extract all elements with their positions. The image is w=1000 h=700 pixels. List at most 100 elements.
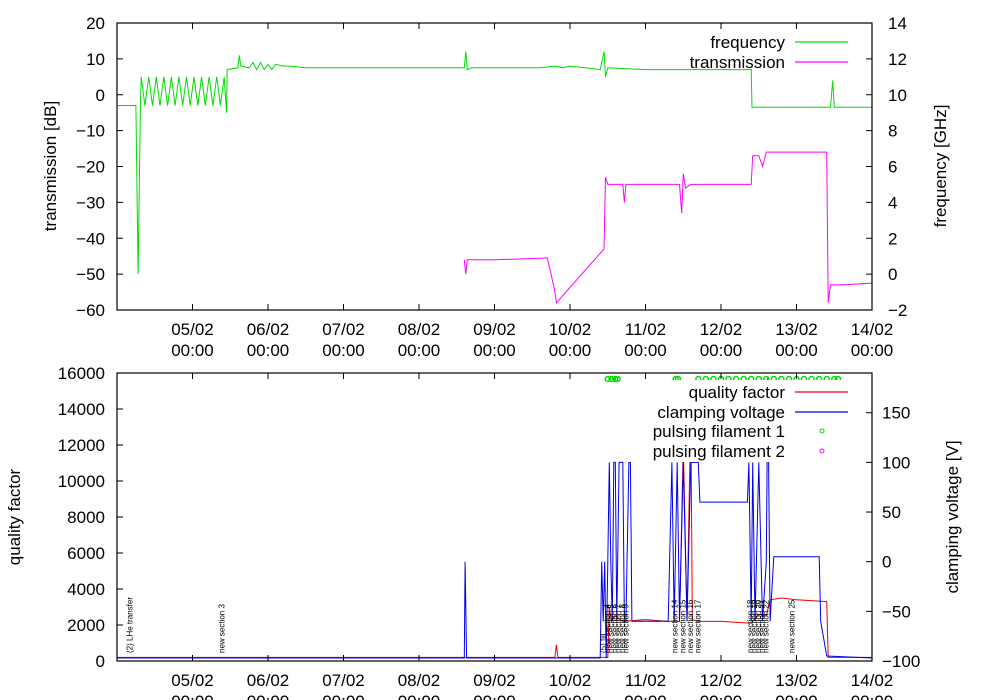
- marker-pulsing-filament-1: [608, 375, 615, 383]
- series-line-transmission: [463, 151, 873, 304]
- annotation-label: new section 3: [218, 604, 227, 653]
- legend-label-transmission: transmission: [690, 53, 785, 72]
- left-tick-label: −30: [76, 193, 105, 212]
- right-tick-label: 14: [888, 14, 907, 33]
- x-tick-time: 00:00: [247, 341, 290, 360]
- legend-marker-pulsing-filament-2: [819, 448, 825, 454]
- annotation-label: new section 18: [746, 599, 755, 653]
- legend-label-frequency: frequency: [710, 33, 785, 52]
- top-y2label: frequency [GHz]: [931, 105, 950, 228]
- annotation-label: new section 5: [607, 604, 616, 653]
- x-tick-date: 08/02: [398, 671, 441, 690]
- left-tick-label: 16000: [58, 364, 105, 383]
- left-tick-label: −20: [76, 158, 105, 177]
- annotation-label: new section 16: [686, 599, 695, 653]
- right-tick-label: 12: [888, 50, 907, 69]
- x-tick-date: 07/02: [322, 671, 365, 690]
- left-tick-label: 8000: [67, 508, 105, 527]
- annotation-label: new section 25: [788, 599, 797, 653]
- bottom-ylabel: quality factor: [5, 468, 24, 565]
- right-tick-label: 0: [882, 553, 891, 572]
- x-tick-time: 00:00: [775, 341, 818, 360]
- right-tick-label: 10: [888, 86, 907, 105]
- left-tick-label: 20: [86, 14, 105, 33]
- x-tick-date: 06/02: [247, 320, 290, 339]
- x-tick-date: 11/02: [625, 320, 666, 339]
- x-tick-time: 00:00: [624, 692, 667, 700]
- right-tick-label: 0: [888, 265, 897, 284]
- x-tick-date: 13/02: [775, 671, 818, 690]
- x-tick-date: 05/02: [171, 671, 214, 690]
- x-tick-date: 12/02: [700, 671, 743, 690]
- x-tick-time: 00:00: [851, 692, 894, 700]
- left-tick-label: 4000: [67, 580, 105, 599]
- left-tick-label: 6000: [67, 544, 105, 563]
- annotation-label: new section 8: [618, 604, 627, 653]
- annotation-label: new section 22: [761, 599, 770, 653]
- legend-label-pulsing-filament-1: pulsing filament 1: [653, 422, 785, 441]
- x-tick-date: 09/02: [473, 671, 516, 690]
- x-tick-time: 00:00: [398, 341, 441, 360]
- bottom-y2label: clamping voltage [V]: [943, 440, 962, 593]
- right-tick-label: 6: [888, 158, 897, 177]
- left-tick-label: −50: [76, 265, 105, 284]
- series-line-frequency: [117, 51, 872, 275]
- annotation-label: new section 4: [603, 604, 612, 653]
- right-tick-label: 100: [882, 453, 910, 472]
- x-tick-date: 12/02: [700, 320, 743, 339]
- x-tick-time: 00:00: [322, 692, 365, 700]
- annotation-label: (5) fill: [599, 633, 608, 653]
- right-tick-label: 150: [882, 404, 910, 423]
- annotation-label: (2) LHe transfer: [126, 597, 135, 653]
- left-tick-label: 10: [86, 50, 105, 69]
- right-tick-label: 8: [888, 122, 897, 141]
- left-tick-label: 2000: [67, 616, 105, 635]
- left-tick-label: 0: [96, 86, 105, 105]
- bottom-right-axis: 150 100 50 0 −50 −100: [866, 404, 920, 671]
- annotation-label: new section 21: [758, 599, 767, 653]
- annotation-label: new section 14: [671, 599, 680, 653]
- marker-pulsing-filament-1: [604, 375, 611, 383]
- x-tick-date: 05/02: [171, 320, 214, 339]
- top-right-axis: 14 12 10 8 6 4 2 0 −2: [866, 14, 907, 320]
- legend-label-pulsing-filament-2: pulsing filament 2: [653, 442, 785, 461]
- x-tick-date: 14/02: [851, 320, 894, 339]
- right-tick-label: −100: [882, 652, 920, 671]
- top-ylabel: transmission [dB]: [41, 101, 60, 231]
- x-tick-time: 00:00: [247, 692, 290, 700]
- x-tick-date: 06/02: [247, 671, 290, 690]
- bottom-panel: 16000 14000 12000 10000 8000 6000 4000 2000 0 15…: [5, 364, 962, 700]
- x-tick-date: 07/02: [322, 320, 365, 339]
- x-tick-date: 09/02: [473, 320, 516, 339]
- x-tick-date: 10/02: [549, 671, 592, 690]
- marker-pulsing-filament-1: [612, 375, 619, 383]
- right-tick-label: −50: [882, 602, 911, 621]
- x-tick-time: 00:00: [473, 692, 516, 700]
- x-tick-time: 00:00: [851, 341, 894, 360]
- left-tick-label: −60: [76, 301, 105, 320]
- legend-label-quality-factor: quality factor: [689, 383, 786, 402]
- left-tick-label: −40: [76, 229, 105, 248]
- right-tick-label: 50: [882, 503, 901, 522]
- marker-pulsing-filament-1: [614, 375, 621, 383]
- left-tick-label: 12000: [58, 436, 105, 455]
- left-tick-label: 10000: [58, 472, 105, 491]
- top-plot-area: [117, 51, 873, 304]
- x-tick-time: 00:00: [700, 341, 743, 360]
- legend-marker-pulsing-filament-1: [819, 428, 825, 434]
- bottom-left-axis: 16000 14000 12000 10000 8000 6000 4000 2000 0: [58, 364, 123, 671]
- x-tick-time: 00:00: [700, 692, 743, 700]
- x-tick-time: 00:00: [473, 341, 516, 360]
- bottom-legend: quality factor clamping voltage pulsing …: [625, 380, 860, 462]
- annotation-label: new section 15: [678, 599, 687, 653]
- x-tick-date: 13/02: [775, 320, 818, 339]
- x-tick-time: 00:00: [549, 341, 592, 360]
- annotation-label: new section 20: [754, 599, 763, 653]
- x-tick-date: 08/02: [398, 320, 441, 339]
- x-tick-time: 00:00: [624, 341, 667, 360]
- bottom-legend-bg: [625, 380, 860, 462]
- right-tick-label: 4: [888, 193, 897, 212]
- x-tick-time: 00:00: [549, 692, 592, 700]
